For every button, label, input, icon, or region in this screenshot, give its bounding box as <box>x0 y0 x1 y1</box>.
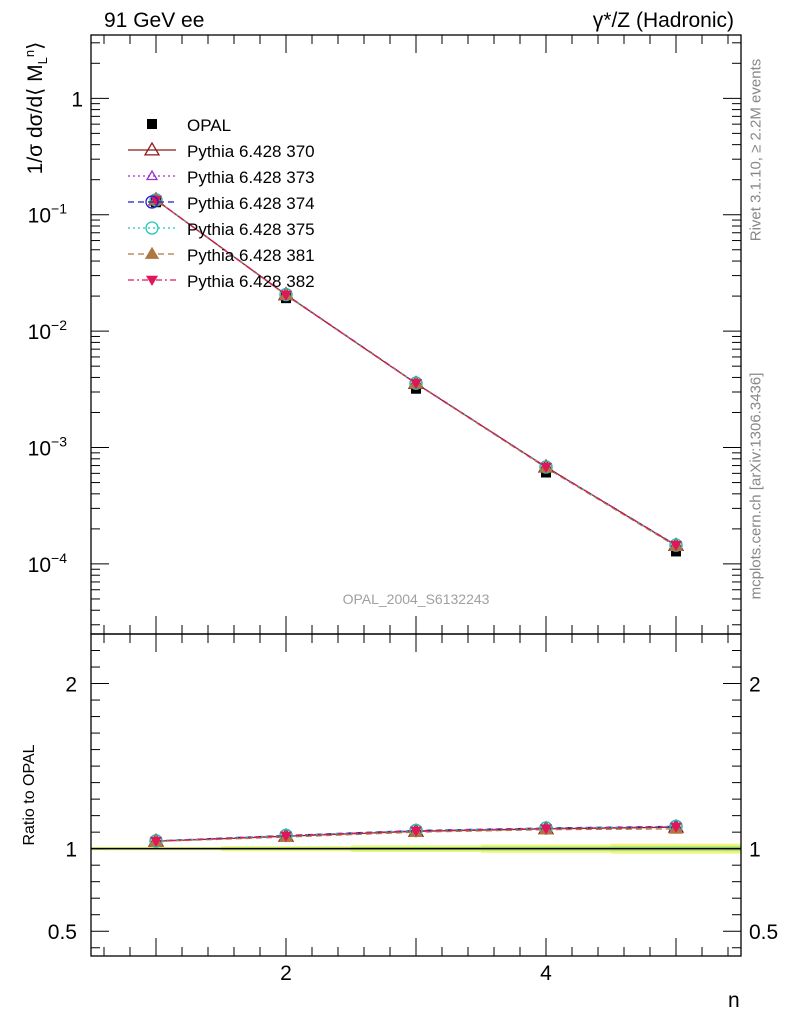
main-y-tick-label: 10−1 <box>28 201 68 228</box>
ratio-y-tick-label-right: 0.5 <box>749 921 778 944</box>
analysis-id-label: OPAL_2004_S6132243 <box>342 591 490 607</box>
x-tick-label: 4 <box>540 962 552 985</box>
ratio-y-axis-label: Ratio to OPAL <box>21 744 38 846</box>
ratio-series-marker-6 <box>150 836 162 848</box>
legend-marker-3 <box>145 195 159 209</box>
main-series-line-5 <box>155 199 677 547</box>
ratio-plot-frame <box>90 633 742 957</box>
legend-marker-5 <box>144 246 160 259</box>
main-series-marker-6 <box>280 290 292 301</box>
energy-label: 91 GeV ee <box>104 9 205 32</box>
ratio-series-marker-6 <box>670 822 682 833</box>
mcplots-credit-label: mcplots.cern.ch [arXiv:1306.3436] <box>747 372 765 600</box>
main-series-marker-6 <box>410 379 422 390</box>
ratio-y-tick-label-right: 1 <box>749 839 761 862</box>
main-y-axis-label: 1/σ dσ/d⟨ MLn⟩ <box>21 41 51 175</box>
legend-label-5: Pythia 6.428 381 <box>187 246 315 265</box>
ratio-y-tick-label-right: 2 <box>749 674 761 697</box>
x-tick-label: 2 <box>280 962 292 985</box>
legend-label-3: Pythia 6.428 374 <box>187 194 315 213</box>
ratio-series-marker-6 <box>410 826 422 837</box>
main-series-marker-6 <box>670 540 682 552</box>
ratio-series-line-6 <box>155 826 677 842</box>
legend-label-6: Pythia 6.428 382 <box>187 272 315 291</box>
legend-marker-4 <box>145 221 159 235</box>
main-y-tick-label: 10−4 <box>28 550 68 577</box>
legend-label-opal: OPAL <box>187 116 231 135</box>
legend-label-1: Pythia 6.428 370 <box>187 142 315 161</box>
legend-label-2: Pythia 6.428 373 <box>187 168 315 187</box>
process-label: γ*/Z (Hadronic) <box>592 9 734 32</box>
main-series-marker-6 <box>540 462 552 474</box>
main-y-tick-label: 1 <box>71 88 83 111</box>
ratio-series-marker-6 <box>280 831 292 842</box>
legend-marker-1 <box>143 141 161 156</box>
legend-marker-2 <box>145 169 159 181</box>
legend-label-4: Pythia 6.428 375 <box>187 220 315 239</box>
ratio-y-tick-label: 2 <box>65 674 77 697</box>
ratio-series-marker-6 <box>540 824 552 835</box>
rivet-version-label: Rivet 3.1.10, ≥ 2.2M events <box>747 58 765 242</box>
main-series-marker-6 <box>150 195 162 206</box>
main-y-tick-label: 10−3 <box>28 434 68 461</box>
ratio-y-tick-label: 1 <box>65 839 77 862</box>
legend-marker-6 <box>146 275 158 286</box>
ratio-y-tick-label: 0.5 <box>48 921 77 944</box>
legend-marker-opal <box>147 119 157 129</box>
main-y-tick-label: 10−2 <box>28 317 68 344</box>
x-axis-label: n <box>728 989 740 1012</box>
